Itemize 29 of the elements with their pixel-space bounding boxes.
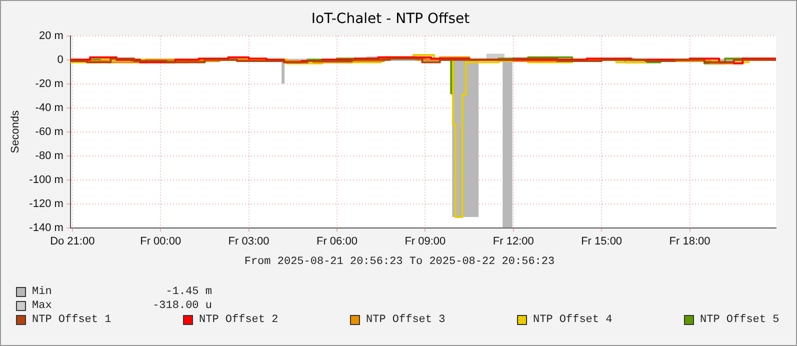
x-tick-label: Fr 03:00	[228, 235, 270, 248]
x-tick-label: Fr 15:00	[581, 235, 622, 248]
legend-label: Max	[32, 300, 53, 312]
x-tick-label: Do 21:00	[50, 235, 95, 248]
y-tick-label: 0	[57, 54, 64, 66]
x-tick-label: Fr 09:00	[404, 235, 446, 248]
y-tick-label: 20 m	[38, 30, 64, 42]
x-tick-label: Fr 06:00	[316, 235, 358, 248]
legend-label: NTP Offset 1	[32, 314, 112, 326]
legend-label: NTP Offset 2	[199, 314, 278, 326]
y-tick-label: -100 m	[29, 174, 64, 186]
text: -1.45 m	[164, 286, 212, 298]
x-tick-label: Fr 18:00	[669, 235, 710, 248]
y-tick-label: -40 m	[35, 102, 64, 114]
text: -318.00 u	[152, 300, 212, 312]
x-tick-label: Fr 00:00	[140, 235, 182, 248]
legend-label: NTP Offset 3	[366, 314, 446, 326]
text: From 2025-08-21 20:56:23 To 2025-08-22 20:56:23	[243, 256, 556, 268]
y-axis-title: Seconds	[10, 110, 22, 154]
y-tick-label: -20 m	[35, 78, 64, 90]
y-tick-label: -120 m	[29, 198, 64, 210]
legend-label: Min	[32, 286, 53, 298]
chart-title: IoT-Chalet - NTP Offset	[311, 11, 470, 28]
legend-label: NTP Offset 4	[533, 314, 612, 326]
y-tick-label: -140 m	[29, 222, 64, 234]
y-tick-label: -80 m	[35, 150, 64, 162]
legend-label: NTP Offset 5	[700, 314, 780, 326]
x-tick-label: Fr 12:00	[492, 235, 534, 248]
y-tick-label: -60 m	[35, 126, 64, 138]
